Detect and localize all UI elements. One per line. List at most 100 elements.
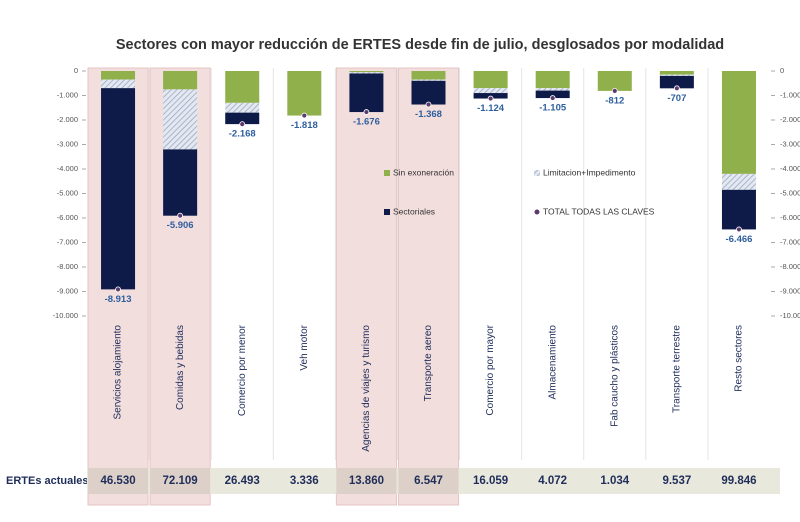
total-label: -1.124: [477, 103, 505, 114]
y-tick-label: -2.000: [57, 115, 78, 124]
cell-value: 46.530: [100, 475, 135, 487]
total-marker: [673, 85, 680, 92]
bar-segment: [411, 71, 446, 80]
total-marker: [611, 87, 618, 94]
bar-segment: [597, 71, 632, 91]
cell: [88, 468, 149, 494]
total-label: -1.676: [353, 117, 380, 128]
bar-segment: [163, 149, 198, 216]
total-label: -8.913: [105, 294, 132, 305]
x-tick-label: Resto sectores: [734, 325, 745, 392]
total-label: -812: [605, 95, 624, 106]
legend-label: TOTAL TODAS LAS CLAVES: [543, 206, 655, 216]
y-tick-label: -6.000: [57, 213, 78, 222]
x-tick-label: Comidas y bebidas: [175, 325, 186, 410]
cell-value: 6.547: [414, 475, 443, 487]
total-marker: [301, 112, 308, 119]
total-marker: [736, 226, 742, 233]
x-tick-label: Transporte aereo: [423, 325, 434, 402]
total-marker: [177, 212, 184, 219]
cell-value: 13.860: [349, 475, 384, 487]
total-marker: [115, 286, 121, 293]
y-tick-label: -9.000: [57, 286, 78, 295]
bar-segment: [721, 173, 756, 190]
bar-segment: [349, 72, 384, 74]
cell-value: 1.034: [600, 475, 629, 487]
cell: [212, 468, 273, 494]
cell: [150, 468, 211, 494]
bar-segment: [225, 71, 260, 103]
y2-tick-label: -10.000: [780, 311, 800, 320]
bar-segment: [225, 112, 260, 125]
y2-tick-label: -5.000: [780, 188, 800, 197]
highlight-band: [397, 67, 460, 506]
bar-segment: [411, 79, 446, 81]
bar-segment: [349, 73, 384, 113]
y-tick-label: -7.000: [57, 237, 78, 246]
bar-segment: [659, 74, 694, 76]
bar-segment: [473, 88, 508, 94]
cell-value: 99.846: [721, 475, 756, 487]
cell: [336, 468, 397, 494]
y2-tick-label: -7.000: [780, 237, 800, 246]
total-marker: [549, 95, 556, 101]
cell: [274, 468, 335, 494]
x-tick-label: Veh motor: [299, 324, 310, 370]
legend-swatch: [384, 209, 390, 215]
total-marker: [239, 121, 246, 128]
bar-segment: [721, 189, 756, 230]
row-label: ERTEs actuales: [6, 475, 89, 487]
y2-tick-label: 0: [780, 66, 784, 75]
bar-segment: [659, 71, 694, 75]
cell-value: 26.493: [225, 475, 260, 487]
y-tick-label: -8.000: [57, 262, 78, 271]
y2-tick-label: -8.000: [780, 262, 800, 271]
x-tick-label: Servicios alojamiento: [113, 325, 124, 420]
y-tick-label: -5.000: [57, 188, 78, 197]
cell: [646, 468, 707, 494]
y2-tick-label: -4.000: [780, 164, 800, 173]
total-label: -5.906: [167, 220, 194, 231]
total-label: -6.466: [725, 234, 752, 245]
total-label: -707: [667, 93, 686, 104]
x-tick-label: Agencias de viajes y turismo: [361, 325, 372, 452]
bar-segment: [101, 88, 136, 290]
chart-title: Sectores con mayor reducción de ERTES de…: [116, 37, 724, 53]
bar-segment: [349, 71, 384, 73]
total-marker: [487, 95, 494, 102]
cell: [398, 468, 459, 494]
bar-segment: [721, 71, 756, 174]
legend-label: Sectoriales: [393, 206, 435, 216]
cell: [708, 468, 769, 494]
y-tick-label: -4.000: [57, 164, 78, 173]
highlight-band: [335, 67, 397, 506]
cell: [584, 468, 645, 494]
y2-tick-label: -2.000: [780, 115, 800, 124]
cell-value: 16.059: [473, 475, 508, 487]
total-label: -1.105: [539, 103, 567, 114]
bar-segment: [473, 71, 508, 89]
legend-swatch: [384, 170, 390, 176]
bar-segment: [535, 90, 570, 99]
cell-value: 9.537: [662, 475, 691, 487]
y2-tick-label: -3.000: [780, 139, 800, 148]
x-tick-label: Almacenamiento: [547, 325, 558, 400]
y-tick-label: -10.000: [53, 311, 78, 320]
total-label: -1.818: [291, 120, 318, 131]
cell-value: 4.072: [538, 475, 567, 487]
bar-segment: [659, 75, 694, 89]
cell: [460, 468, 521, 494]
legend-swatch: [534, 170, 540, 176]
y-tick-label: 0: [74, 66, 78, 75]
cell-value: 72.109: [163, 475, 198, 487]
bar-segment: [411, 80, 446, 105]
bar-segment: [535, 71, 570, 89]
y2-tick-label: -6.000: [780, 213, 800, 222]
bar-segment: [163, 89, 198, 150]
legend-label: Sin exoneración: [393, 167, 454, 177]
bar-segment: [535, 88, 570, 91]
legend-swatch: [534, 209, 540, 215]
bar-segment: [101, 71, 136, 80]
x-tick-label: Comercio por mayor: [485, 324, 496, 415]
